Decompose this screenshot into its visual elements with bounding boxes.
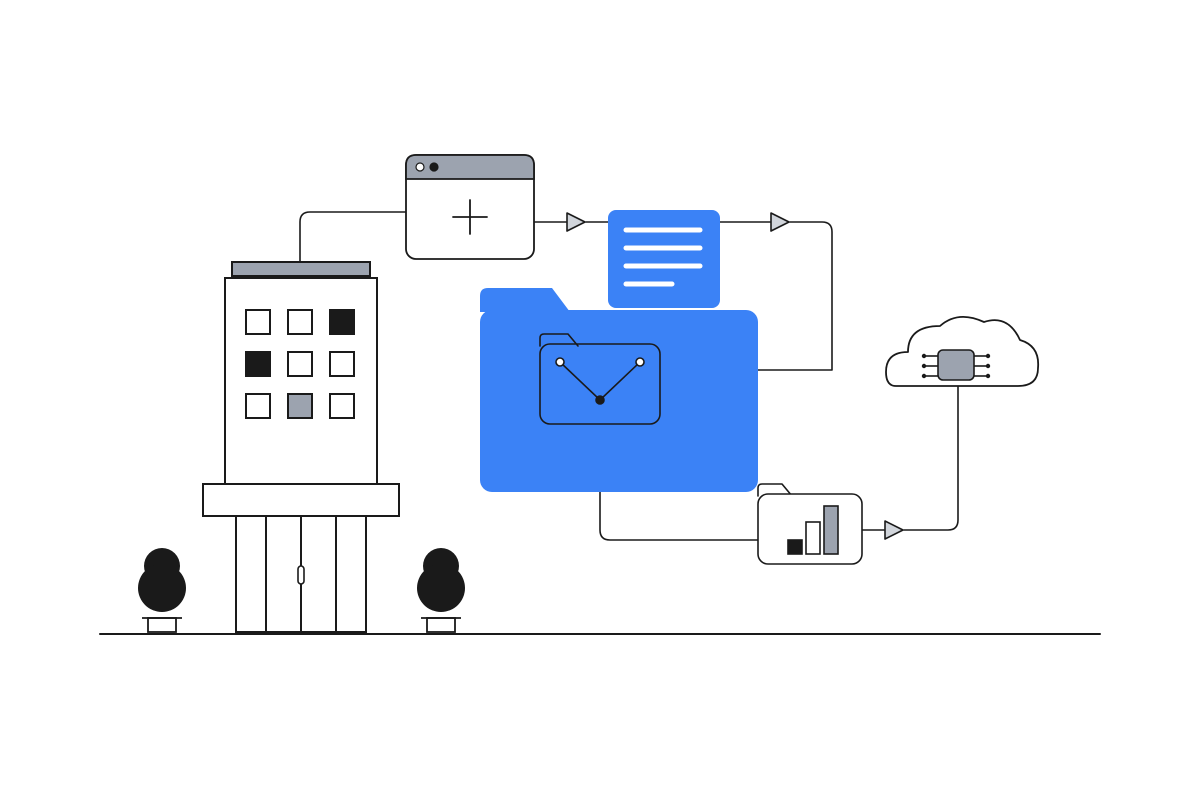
building-window <box>288 394 312 418</box>
cloud-chip-icon <box>886 317 1038 386</box>
connector-8 <box>904 386 958 530</box>
building-window <box>330 310 354 334</box>
building-window <box>330 394 354 418</box>
browser-window-icon <box>406 155 534 259</box>
building-window <box>288 352 312 376</box>
building-window <box>288 310 312 334</box>
building-icon <box>138 262 465 632</box>
document-icon <box>608 210 720 308</box>
tree-0-icon <box>138 548 186 632</box>
tree-1-icon <box>417 548 465 632</box>
building-window <box>246 394 270 418</box>
folder-chart-icon <box>758 484 862 564</box>
arrow-1-icon <box>771 213 789 231</box>
building-window <box>246 310 270 334</box>
building-window <box>246 352 270 376</box>
building-window <box>330 352 354 376</box>
arrow-0-icon <box>567 213 585 231</box>
folder-main-icon <box>480 288 758 492</box>
arrow-3-icon <box>885 521 903 539</box>
door-handle-icon <box>298 566 304 584</box>
